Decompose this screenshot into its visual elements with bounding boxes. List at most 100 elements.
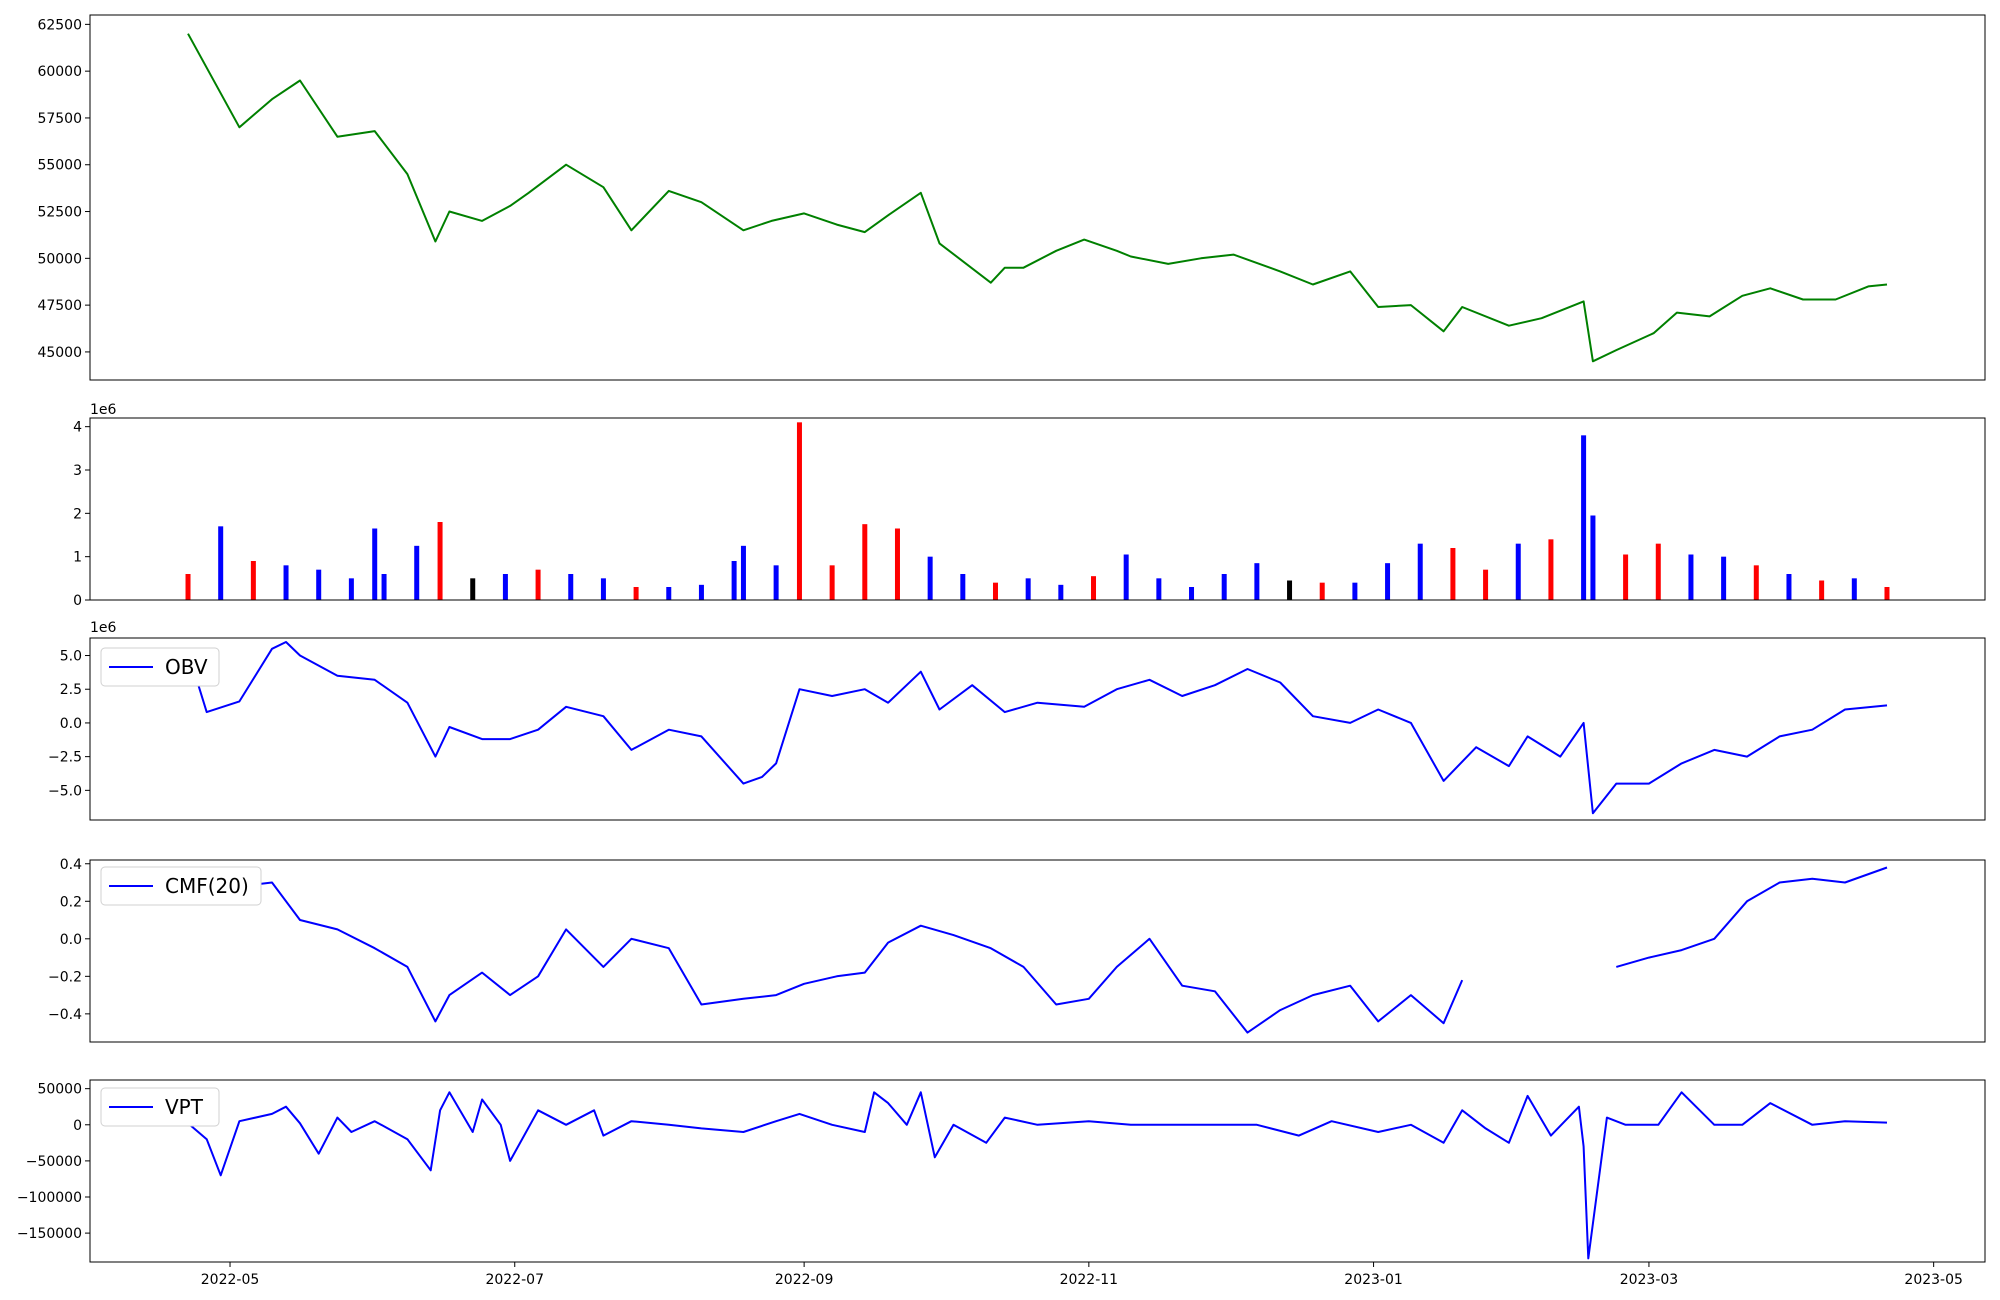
price-frame — [89, 14, 1986, 381]
volume-bar — [1417, 543, 1423, 600]
volume-bar — [381, 574, 387, 600]
price-ytick-label: 47500 — [37, 298, 82, 314]
cmf-20--line — [187, 872, 1464, 1034]
volume-bar — [1254, 563, 1260, 600]
volume-bar — [316, 569, 322, 600]
obv-legend-box — [100, 647, 220, 687]
vpt-legend-box — [100, 1087, 220, 1127]
volume-bar — [218, 526, 224, 600]
obv-line — [187, 641, 1888, 815]
obv-multiplier-label: 1e6 — [90, 620, 117, 636]
volume-bar — [829, 565, 835, 600]
volume-bar — [372, 528, 378, 600]
obv-ytick-label: −5.0 — [48, 783, 82, 799]
price-ytick-label: 60000 — [37, 64, 82, 80]
cmf-panel: −0.4 −0.2 0.0 0.2 0.4 — [48, 857, 1986, 1043]
cmf-20--line — [1616, 866, 1888, 968]
volume-bar — [1688, 554, 1694, 600]
obv-ytick-label: 0.0 — [60, 716, 82, 732]
volume-bar — [927, 556, 933, 600]
cmf-20--ytick-label: 0.2 — [60, 894, 82, 910]
x-tick-label: 2022-07 — [485, 1272, 544, 1288]
x-tick-label: 2022-09 — [775, 1272, 834, 1288]
price-ytick-label: 50000 — [37, 251, 82, 267]
vpt-ytick-label: −50000 — [26, 1154, 82, 1170]
volume-frame — [89, 417, 1986, 601]
price-ytick-label: 62500 — [37, 17, 82, 33]
obv-legend: OBV — [100, 647, 220, 687]
price-ytick-label: 45000 — [37, 345, 82, 361]
volume-ytick-label: 1 — [73, 550, 82, 566]
volume-bar — [1319, 582, 1325, 600]
volume-bar — [283, 565, 289, 600]
volume-bar — [1058, 584, 1064, 600]
volume-bar — [1483, 569, 1489, 600]
x-tick-label: 2022-05 — [201, 1272, 260, 1288]
volume-bar — [1156, 578, 1162, 600]
volume-bar — [1287, 580, 1293, 600]
volume-bar — [1581, 435, 1587, 600]
price-panel: 45000 47500 50000 52500 55000 57500 60000 62500 — [37, 14, 1986, 381]
volume-bar — [1548, 539, 1554, 600]
volume-bar — [1091, 576, 1097, 600]
volume-bar — [568, 574, 574, 600]
price-ytick-label: 52500 — [37, 205, 82, 221]
cmf-20--ytick-label: −0.4 — [48, 1007, 82, 1023]
cmf-legend: CMF(20) — [100, 866, 262, 906]
x-tick-label: 2022-11 — [1060, 1272, 1119, 1288]
price-ytick-label: 55000 — [37, 158, 82, 174]
volume-bar — [666, 587, 672, 600]
cmf-20--ytick-label: 0.4 — [60, 857, 82, 873]
vpt-legend-label: VPT — [165, 1095, 204, 1119]
volume-bar — [600, 578, 606, 600]
vpt-frame — [89, 1079, 1986, 1263]
volume-panel: 0 1 2 3 4 — [73, 417, 1986, 609]
obv-ytick-label: 2.5 — [60, 682, 82, 698]
vpt-panel: −150000 −100000 −50000 0 50000 — [17, 1079, 1986, 1263]
vpt-ytick-label: −150000 — [17, 1226, 82, 1242]
volume-ytick-label: 4 — [73, 420, 82, 436]
obv-legend-label: OBV — [165, 655, 208, 679]
volume-bar — [992, 582, 998, 600]
x-tick-label: 2023-03 — [1620, 1272, 1679, 1288]
volume-bar — [1786, 574, 1792, 600]
volume-bar — [502, 574, 508, 600]
volume-bar — [1450, 548, 1456, 600]
volume-bar — [862, 524, 868, 600]
volume-bar — [698, 584, 704, 600]
obv-ytick-label: 5.0 — [60, 649, 82, 665]
x-tick-label: 2023-05 — [1904, 1272, 1963, 1288]
volume-bar — [1025, 578, 1031, 600]
volume-bar — [1753, 565, 1759, 600]
volume-bar — [1123, 554, 1129, 600]
x-axis: 2022-05 2022-07 2022-09 2022-11 2023-01 2023-… — [201, 1262, 1963, 1288]
vpt-ytick-label: 50000 — [37, 1082, 82, 1098]
volume-bar — [1655, 543, 1661, 600]
volume-bar — [1851, 578, 1857, 600]
volume-bar — [1352, 582, 1358, 600]
volume-bar — [796, 422, 802, 600]
volume-bar — [348, 578, 354, 600]
volume-bar — [437, 522, 443, 600]
cmf-20--ytick-label: 0.0 — [60, 932, 82, 948]
volume-bar — [1189, 587, 1195, 600]
volume-bar — [414, 545, 420, 600]
volume-bar — [731, 561, 737, 600]
volume-bar — [1884, 587, 1890, 600]
price-line — [187, 33, 1888, 363]
volume-multiplier-label: 1e6 — [90, 402, 117, 418]
volume-bar — [1385, 563, 1391, 600]
volume-bar — [1221, 574, 1227, 600]
volume-bar — [1515, 543, 1521, 600]
cmf-legend-box — [100, 866, 262, 906]
volume-bar — [1590, 515, 1596, 600]
volume-bar — [185, 574, 191, 600]
obv-panel: −5.0 −2.5 0.0 2.5 5.0 — [48, 637, 1986, 821]
obv-frame — [89, 637, 1986, 821]
volume-bar — [250, 561, 256, 600]
volume-bar — [1819, 580, 1825, 600]
cmf-legend-label: CMF(20) — [165, 874, 249, 898]
x-tick-label: 2023-01 — [1344, 1272, 1403, 1288]
volume-bar — [894, 528, 900, 600]
